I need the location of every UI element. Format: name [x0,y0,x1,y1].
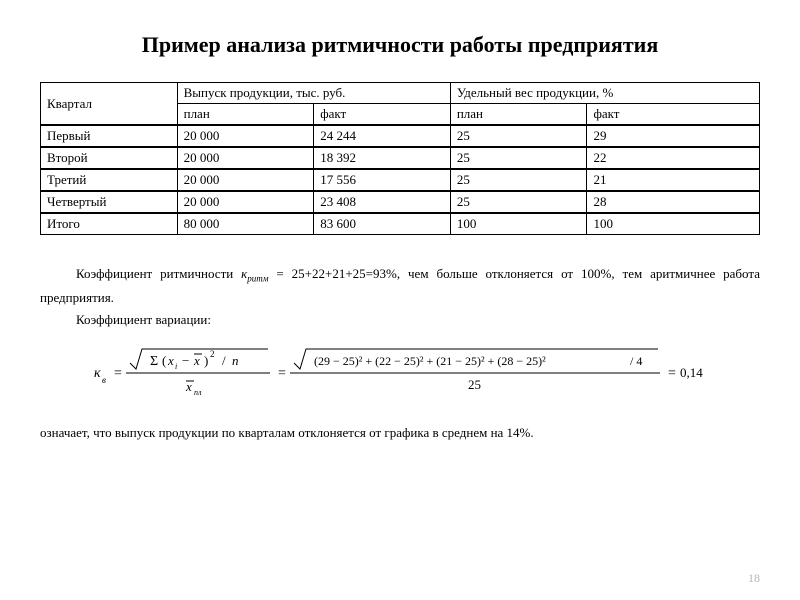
cell-q: Четвертый [41,191,178,213]
cell-q: Первый [41,125,178,147]
paragraph-1: Коэффициент ритмичности критм = 25+22+21… [40,263,760,309]
paren-l1: ( [162,353,166,368]
page-number: 18 [748,571,760,586]
xi-sub: i [175,362,177,371]
cell-fact: 83 600 [314,213,451,235]
eq3: = [668,366,676,381]
page-title: Пример анализа ритмичности работы предпр… [40,32,760,58]
sub-plan-2: план [450,104,587,126]
cell-wfact: 100 [587,213,760,235]
k-ritm-sub: ритм [247,274,268,284]
rhs-inside: (29 − 25)² + (22 − 25)² + (21 − 25)² + (… [314,354,546,368]
result: 0,14 [680,365,703,380]
cell-plan: 20 000 [177,147,314,169]
eq1: = [114,366,122,381]
sigma: Σ [150,354,158,369]
cell-fact: 23 408 [314,191,451,213]
cell-fact: 18 392 [314,147,451,169]
n: n [232,353,239,368]
paren-r1: ) [204,353,208,368]
table-row: Третий 20 000 17 556 25 21 [41,169,760,191]
cell-q: Третий [41,169,178,191]
data-table: Квартал Выпуск продукции, тыс. руб. Удел… [40,82,760,235]
cell-plan: 20 000 [177,125,314,147]
div-n: / [222,353,226,368]
cell-q: Второй [41,147,178,169]
sub-fact-2: факт [587,104,760,126]
table-row: Итого 80 000 83 600 100 100 [41,213,760,235]
xi: x [167,353,174,368]
kv-k: к [94,366,101,381]
col-weight: Удельный вес продукции, % [450,83,759,104]
eq2: = [278,366,286,381]
para1-before: Коэффициент ритмичности [76,266,241,281]
cell-plan: 80 000 [177,213,314,235]
sub-fact-1: факт [314,104,451,126]
formula: к в = Σ ( x i − x ) 2 / n x пл = [40,341,760,408]
cell-wfact: 29 [587,125,760,147]
xpl-sub: пл [194,388,202,397]
table-row: Первый 20 000 24 244 25 29 [41,125,760,147]
table-row: Четвертый 20 000 23 408 25 28 [41,191,760,213]
cell-fact: 24 244 [314,125,451,147]
cell-fact: 17 556 [314,169,451,191]
rhs-div4: / 4 [630,354,642,368]
cell-plan: 20 000 [177,169,314,191]
sq1: 2 [210,349,215,359]
cell-wfact: 21 [587,169,760,191]
xpl: x [185,379,192,394]
paragraph-2: Коэффициент вариации: [40,309,760,331]
sub-plan-1: план [177,104,314,126]
table-row: Второй 20 000 18 392 25 22 [41,147,760,169]
paragraph-3: означает, что выпуск продукции по кварта… [40,422,760,444]
cell-wplan: 25 [450,147,587,169]
col-output: Выпуск продукции, тыс. руб. [177,83,450,104]
cell-wplan: 25 [450,191,587,213]
rhs-den: 25 [468,377,481,392]
cell-wplan: 25 [450,125,587,147]
cell-wfact: 28 [587,191,760,213]
xbar: x [193,353,200,368]
col-quarter: Квартал [41,83,178,126]
kv-sub: в [102,375,106,385]
cell-wplan: 100 [450,213,587,235]
minus1: − [182,353,189,368]
cell-wfact: 22 [587,147,760,169]
cell-q: Итого [41,213,178,235]
formula-svg: к в = Σ ( x i − x ) 2 / n x пл = [80,341,720,403]
table-header-row: Квартал Выпуск продукции, тыс. руб. Удел… [41,83,760,104]
cell-plan: 20 000 [177,191,314,213]
cell-wplan: 25 [450,169,587,191]
